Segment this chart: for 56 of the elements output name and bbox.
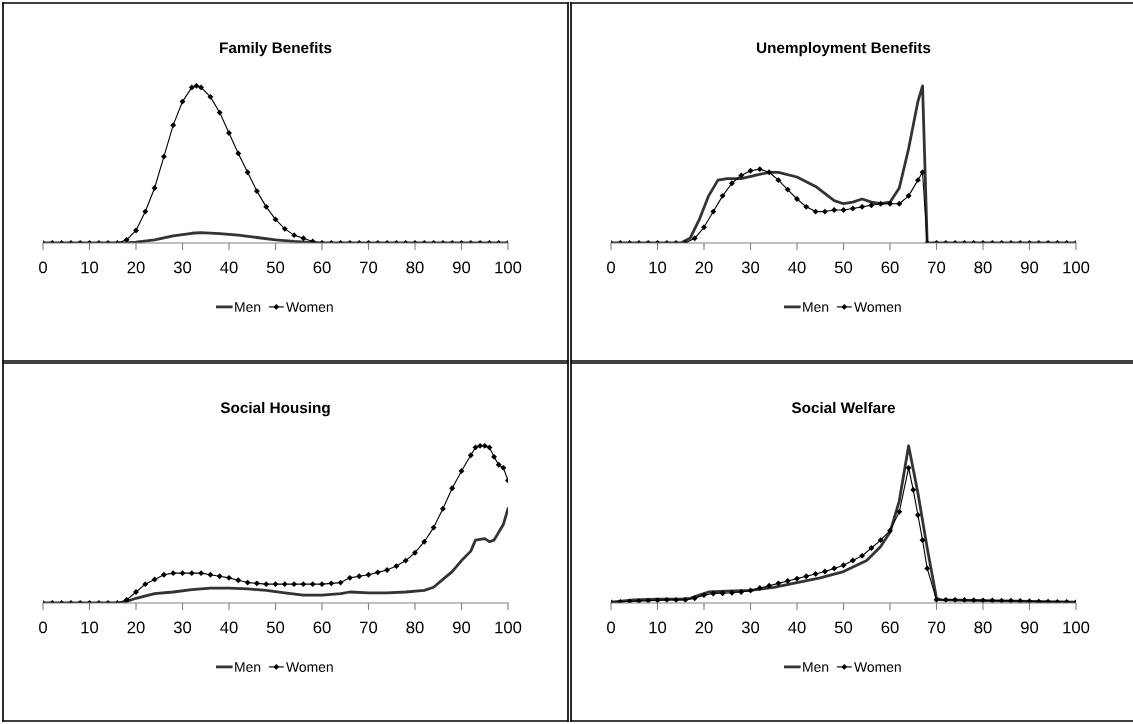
x-tick-label: 30 [173, 621, 192, 634]
x-tick-label: 20 [695, 261, 713, 274]
chart-title: Social Housing [220, 401, 330, 417]
x-tick-label: 80 [406, 261, 424, 274]
x-tick-label: 10 [81, 621, 99, 634]
x-tick-label: 10 [81, 261, 99, 274]
x-tick-label: 40 [220, 621, 238, 634]
x-tick-label: 50 [834, 261, 853, 274]
x-tick-label: 50 [266, 621, 285, 634]
x-tick-label: 20 [695, 621, 713, 634]
legend-label: Women [854, 302, 901, 312]
x-tick-label: 90 [453, 621, 471, 634]
x-tick-label: 100 [495, 261, 522, 274]
chart-title: Social Welfare [791, 401, 896, 414]
x-tick-label: 20 [127, 621, 145, 634]
x-tick-label: 40 [220, 261, 238, 274]
chart-title: Family Benefits [220, 41, 332, 57]
x-tick-label: 70 [360, 621, 378, 634]
x-tick-label: 70 [928, 261, 946, 274]
x-tick-label: 0 [39, 261, 47, 274]
x-tick-label: 100 [495, 621, 522, 634]
x-tick-label: 80 [406, 621, 424, 634]
x-tick-label: 100 [1063, 621, 1090, 634]
x-tick-label: 60 [313, 261, 331, 274]
x-tick-label: 100 [1063, 261, 1090, 274]
x-tick-label: 60 [881, 261, 899, 274]
legend-label: Women [854, 662, 901, 672]
legend-label: Men [803, 302, 829, 312]
x-tick-label: 30 [741, 621, 760, 634]
legend-label: Women [286, 302, 333, 312]
x-tick-label: 90 [1021, 621, 1039, 634]
x-tick-label: 50 [266, 261, 285, 274]
x-tick-label: 70 [360, 261, 378, 274]
x-tick-label: 0 [39, 621, 47, 634]
legend-label: Men [235, 302, 261, 312]
x-tick-label: 40 [788, 621, 806, 634]
x-tick-label: 90 [453, 261, 471, 274]
chart-title: Unemployment Benefits [756, 41, 931, 57]
x-tick-label: 90 [1021, 261, 1039, 274]
x-tick-label: 10 [649, 261, 667, 274]
x-tick-label: 0 [607, 621, 615, 634]
x-tick-label: 80 [974, 261, 992, 274]
x-tick-label: 80 [974, 621, 992, 634]
x-tick-label: 70 [928, 621, 946, 634]
x-tick-label: 30 [173, 261, 192, 274]
x-tick-label: 60 [313, 621, 331, 634]
x-tick-label: 10 [649, 621, 667, 634]
x-tick-label: 20 [127, 261, 145, 274]
x-tick-label: 0 [607, 261, 615, 274]
x-tick-label: 50 [834, 621, 853, 634]
legend-label: Men [235, 662, 261, 672]
x-tick-label: 40 [788, 261, 806, 274]
x-tick-label: 30 [741, 261, 760, 274]
legend-label: Women [286, 662, 333, 672]
x-tick-label: 60 [881, 621, 899, 634]
legend-label: Men [803, 662, 829, 672]
